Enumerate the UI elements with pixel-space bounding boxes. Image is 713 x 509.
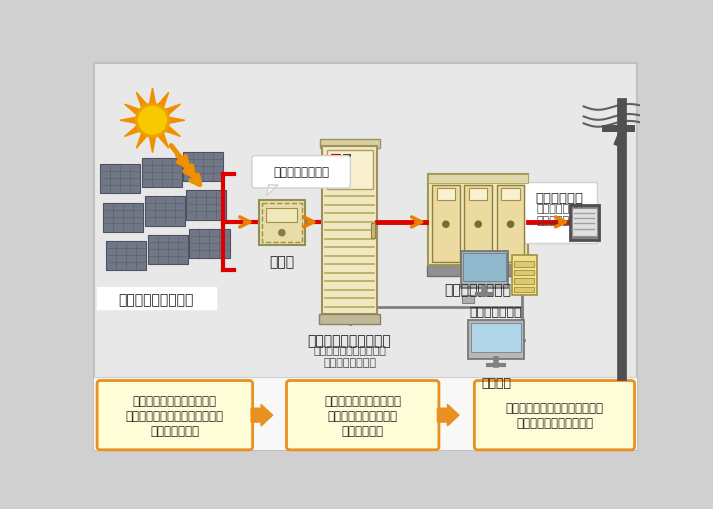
Bar (570, 206, 599, 241)
Text: 太陽光の持つエネルギーを
太陽電池により直流電力として
取り出します。: 太陽光の持つエネルギーを 太陽電池により直流電力として 取り出します。 (125, 394, 224, 437)
Text: 変電設備で電力系統に連系し、
電力会社へ売電します。: 変電設備で電力系統に連系し、 電力会社へ売電します。 (506, 402, 603, 429)
Bar (501, 189, 520, 201)
Bar (106, 242, 146, 271)
Circle shape (279, 230, 285, 236)
Bar (461, 251, 508, 289)
Bar (267, 209, 297, 222)
Polygon shape (136, 134, 147, 149)
Bar (514, 262, 535, 267)
Bar (145, 197, 185, 227)
Bar (331, 155, 340, 162)
FancyBboxPatch shape (252, 156, 350, 189)
Bar (436, 189, 455, 201)
Bar (319, 139, 379, 149)
Polygon shape (165, 105, 180, 115)
FancyBboxPatch shape (287, 381, 439, 450)
Circle shape (508, 222, 513, 228)
Bar (142, 159, 182, 188)
Text: 取引メーター: 取引メーター (536, 192, 584, 205)
FancyBboxPatch shape (97, 381, 252, 450)
Bar (512, 256, 537, 295)
Polygon shape (169, 118, 185, 124)
Polygon shape (267, 186, 278, 196)
Bar (148, 236, 188, 265)
Bar (97, 288, 217, 309)
Bar (462, 295, 474, 303)
Bar (514, 287, 535, 292)
Text: 太陽電池モジュール: 太陽電池モジュール (118, 292, 194, 306)
Bar (497, 186, 525, 263)
Circle shape (138, 107, 166, 135)
Bar (319, 315, 381, 324)
Bar (371, 223, 375, 239)
Bar (471, 323, 521, 352)
FancyArrow shape (437, 405, 459, 426)
Bar (103, 203, 143, 233)
Polygon shape (150, 89, 155, 104)
Text: 太陽光による電力: 太陽光による電力 (273, 166, 329, 179)
Bar (183, 153, 223, 182)
FancyBboxPatch shape (474, 381, 635, 450)
Text: パワーコンディショナ: パワーコンディショナ (308, 334, 391, 348)
Bar (469, 189, 488, 201)
Bar (94, 378, 637, 450)
Text: 表示装置: 表示装置 (481, 376, 511, 389)
Bar (514, 270, 535, 275)
Bar (572, 209, 597, 236)
Polygon shape (125, 105, 140, 115)
Bar (429, 175, 528, 266)
Polygon shape (158, 134, 169, 149)
Bar (190, 230, 230, 259)
Polygon shape (136, 93, 147, 108)
Bar (344, 155, 349, 161)
Text: 最適な機種と設置台数の
選定を行います。: 最適な機種と設置台数の 選定を行います。 (313, 346, 386, 367)
Text: 発電した電力は
全量売電します: 発電した電力は 全量売電します (537, 204, 583, 225)
Bar (322, 147, 377, 315)
Circle shape (475, 222, 481, 228)
Bar (432, 186, 460, 263)
Bar (514, 278, 535, 284)
FancyArrow shape (251, 405, 272, 426)
Bar (327, 151, 373, 189)
Bar (426, 266, 530, 276)
Polygon shape (150, 137, 155, 153)
Circle shape (135, 104, 170, 138)
Bar (262, 204, 302, 242)
Bar (186, 191, 227, 220)
Polygon shape (158, 93, 169, 108)
Circle shape (443, 222, 449, 228)
Bar (468, 321, 523, 359)
Text: パワーコンディショナで
直流電力を交流電力に
変換します。: パワーコンディショナで 直流電力を交流電力に 変換します。 (324, 394, 401, 437)
Bar (429, 175, 528, 184)
Polygon shape (125, 127, 140, 137)
Bar (259, 201, 305, 245)
Text: データ収集装置: データ収集装置 (470, 305, 522, 319)
Bar (464, 186, 492, 263)
Bar (463, 254, 506, 281)
Polygon shape (120, 118, 135, 124)
Bar (523, 183, 597, 244)
Text: 連系キュービクル: 連系キュービクル (445, 282, 512, 296)
Bar (100, 165, 140, 194)
Text: 接続笱: 接続笱 (270, 254, 294, 269)
Polygon shape (165, 127, 180, 137)
